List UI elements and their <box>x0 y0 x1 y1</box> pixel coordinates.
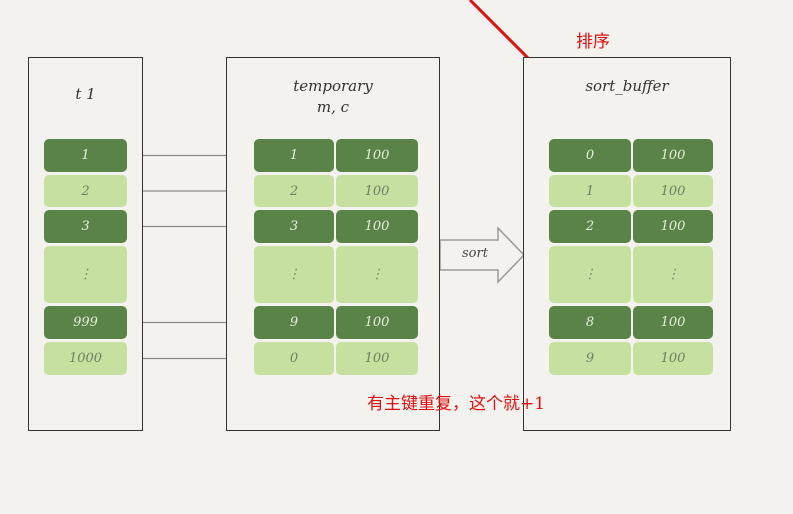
red-slash-line <box>468 0 536 66</box>
sort-buffer-key-cell: 0 <box>549 139 631 172</box>
sort-arrow-shape <box>439 226 526 284</box>
sort-arrow-label: sort <box>462 246 488 261</box>
t1-row-cell: 2 <box>44 175 127 207</box>
duplicate-key-annotation: 有主键重复，这个就+1 <box>367 394 546 414</box>
temporary-c-cell: ⋮ <box>336 246 418 303</box>
temporary-title: temporary m, c <box>293 77 373 116</box>
sort-buffer-value-cell: ⋮ <box>633 246 713 303</box>
temporary-m-cell: 9 <box>254 306 334 339</box>
temporary-m-cell: 2 <box>254 175 334 207</box>
sort-buffer-value-cell: 100 <box>633 342 713 375</box>
temporary-c-cell: 100 <box>336 175 418 207</box>
temporary-m-cell: ⋮ <box>254 246 334 303</box>
t1-row-cell: 3 <box>44 210 127 243</box>
t1-row-cell: 999 <box>44 306 127 339</box>
sort-buffer-key-cell: 1 <box>549 175 631 207</box>
sort-buffer-value-cell: 100 <box>633 306 713 339</box>
temporary-c-cell: 100 <box>336 139 418 172</box>
t1-row-cell: 1 <box>44 139 127 172</box>
sort-buffer-value-cell: 100 <box>633 139 713 172</box>
temporary-m-cell: 1 <box>254 139 334 172</box>
sort-buffer-key-cell: 8 <box>549 306 631 339</box>
temporary-c-cell: 100 <box>336 210 418 243</box>
temporary-m-cell: 3 <box>254 210 334 243</box>
t1-row-cell: ⋮ <box>44 246 127 303</box>
sort-buffer-key-cell: 9 <box>549 342 631 375</box>
t1-row-cell: 1000 <box>44 342 127 375</box>
temporary-m-cell: 0 <box>254 342 334 375</box>
sort-buffer-key-cell: ⋮ <box>549 246 631 303</box>
sort-annotation: 排序 <box>576 32 610 52</box>
temporary-c-cell: 100 <box>336 342 418 375</box>
sort-buffer-key-cell: 2 <box>549 210 631 243</box>
temporary-c-cell: 100 <box>336 306 418 339</box>
sort-buffer-value-cell: 100 <box>633 175 713 207</box>
t1-title: t 1 <box>75 85 96 103</box>
sort-buffer-value-cell: 100 <box>633 210 713 243</box>
sort-buffer-title: sort_buffer <box>585 77 669 95</box>
